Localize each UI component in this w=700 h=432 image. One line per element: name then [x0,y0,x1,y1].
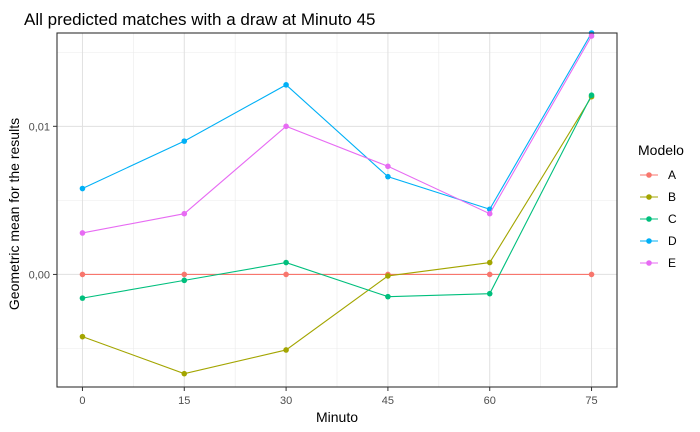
data-point-d [385,173,391,180]
legend-key-point [646,194,652,200]
x-axis-title: Minuto [316,409,358,425]
data-point-e [283,123,289,130]
data-point-e [181,210,188,217]
data-point-c [283,259,289,266]
legend-key-point [646,238,652,244]
legend-label-e: E [668,256,676,270]
series-line-d [82,32,593,210]
x-tick-label: 15 [178,395,190,407]
y-tick-label: 0,01 [29,121,50,133]
series-line-b [82,96,593,375]
data-point-d [283,82,289,88]
series-line-e [82,35,593,234]
data-point-b [283,347,289,353]
data-point-c [181,277,188,284]
legend-label-c: C [668,212,677,226]
x-tick-label: 45 [382,395,394,407]
y-tick-label: 0,00 [29,269,50,281]
data-point-c [588,92,595,99]
legend-key-point [646,216,652,222]
data-point-e [588,33,595,39]
legend-label-d: D [668,234,677,248]
data-point-b [486,259,493,266]
data-point-a [283,271,289,278]
x-tick-label: 60 [484,395,496,407]
x-tick-label: 0 [79,395,85,407]
data-point-d [79,185,86,192]
data-point-c [486,290,493,297]
data-point-a [79,271,86,278]
legend-key-point [646,260,652,266]
data-point-a [588,271,595,278]
data-point-a [486,271,493,278]
y-axis-title: Geometric mean for the results [6,118,22,310]
data-point-e [385,163,391,170]
x-tick-label: 30 [280,395,292,407]
plot-border [56,32,618,388]
data-point-b [79,333,86,340]
legend-title: Modelo [638,142,684,158]
data-point-b [181,370,188,377]
data-point-a [181,271,188,278]
series-line-c [82,94,593,299]
x-tick-label: 75 [585,395,597,407]
data-point-c [79,295,86,301]
legend-label-a: A [668,168,676,182]
legend-label-b: B [668,190,676,204]
data-point-c [385,293,391,300]
data-point-d [181,138,188,144]
chart-title: All predicted matches with a draw at Min… [24,10,376,29]
data-point-e [486,210,493,217]
data-point-b [385,273,391,279]
legend-key-point [646,172,652,178]
data-point-e [79,230,86,236]
